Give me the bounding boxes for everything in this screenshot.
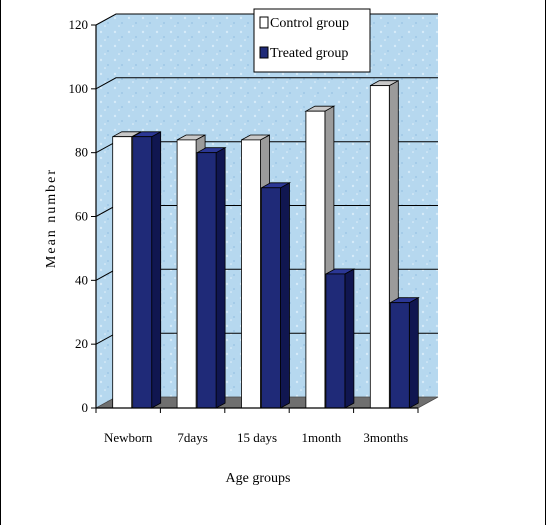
bar-front (305, 110, 326, 409)
legend: Control group Treated group (253, 8, 371, 73)
y-tick-label: 100 (69, 81, 89, 96)
legend-swatch-control (259, 16, 269, 29)
bar-treated (388, 297, 420, 409)
bar-treated (195, 147, 227, 409)
legend-label-treated: Treated group (270, 46, 348, 61)
x-tick-label: 15 days (237, 430, 277, 445)
legend-label-control: Control group (270, 16, 349, 31)
bar-front (176, 139, 197, 409)
y-tick-label: 80 (75, 145, 88, 160)
y-tick-label: 60 (75, 209, 88, 224)
bar-treated (132, 131, 162, 409)
y-tick-label: 120 (69, 17, 89, 32)
bar-side (215, 147, 226, 409)
bar-side (408, 297, 419, 409)
y-tick-labels: 0 20 40 60 80 100 120 (69, 17, 89, 415)
bars (112, 80, 420, 409)
x-tick-label: 7days (177, 430, 207, 445)
x-axis-title: Age groups (226, 471, 291, 486)
y-tick-label: 0 (82, 400, 89, 415)
bar-front (132, 136, 153, 409)
axes (91, 24, 419, 413)
bar-treated (324, 268, 356, 409)
bar-treated (259, 182, 292, 409)
legend-box (253, 8, 371, 73)
y-axis-title: Mean number (44, 168, 59, 268)
gridline (95, 77, 438, 90)
x-tick-label: Newborn (104, 430, 153, 445)
legend-swatch-treated (259, 46, 269, 59)
bar-front (389, 302, 410, 409)
bar-front (261, 187, 281, 409)
y-tick-label: 40 (75, 272, 88, 287)
bar-side (280, 182, 290, 409)
bar-front (325, 273, 346, 409)
bar-side (344, 268, 355, 409)
x-tick-label: 1month (302, 430, 342, 445)
bar-front (241, 139, 261, 409)
bar-front (112, 136, 133, 409)
bar-front (369, 85, 390, 409)
bar-front (196, 152, 217, 409)
x-tick-label: 3months (363, 430, 408, 445)
y-tick-label: 20 (75, 336, 88, 351)
bar-side (151, 131, 162, 409)
x-tick-labels: Newborn 7days 15 days 1month 3months (104, 430, 408, 445)
